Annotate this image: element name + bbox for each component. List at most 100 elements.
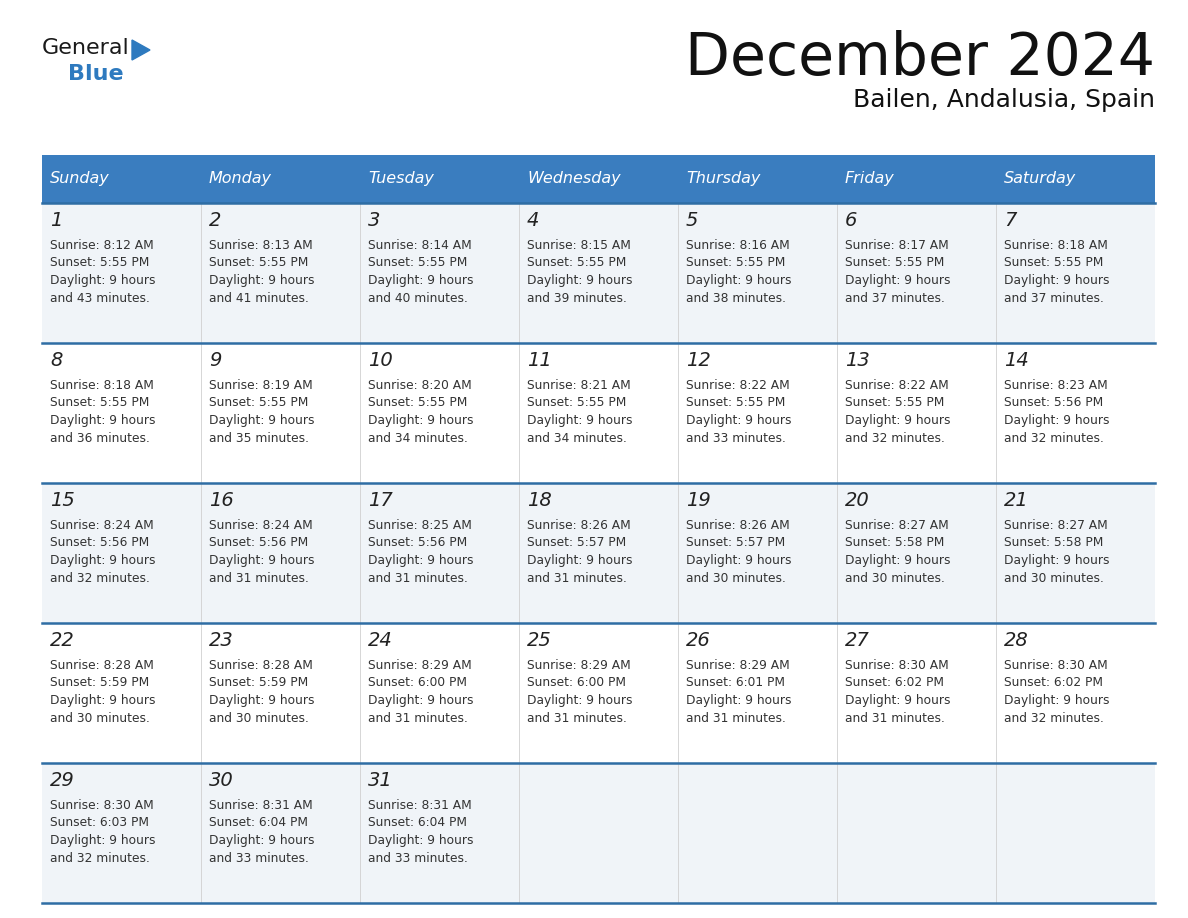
Text: Wednesday: Wednesday bbox=[527, 172, 620, 186]
Text: Sunrise: 8:16 AM: Sunrise: 8:16 AM bbox=[685, 239, 790, 252]
Text: Daylight: 9 hours: Daylight: 9 hours bbox=[845, 414, 950, 427]
Text: Sunset: 5:56 PM: Sunset: 5:56 PM bbox=[50, 536, 150, 550]
Bar bbox=[42, 203, 1155, 343]
Text: Sunday: Sunday bbox=[50, 172, 109, 186]
Text: Daylight: 9 hours: Daylight: 9 hours bbox=[368, 694, 474, 707]
Text: Sunrise: 8:18 AM: Sunrise: 8:18 AM bbox=[50, 379, 154, 392]
Text: 20: 20 bbox=[845, 491, 870, 510]
Text: Sunset: 5:58 PM: Sunset: 5:58 PM bbox=[845, 536, 944, 550]
Text: Sunset: 5:56 PM: Sunset: 5:56 PM bbox=[1004, 397, 1104, 409]
Text: Daylight: 9 hours: Daylight: 9 hours bbox=[209, 554, 315, 567]
Text: Sunset: 5:56 PM: Sunset: 5:56 PM bbox=[368, 536, 467, 550]
Text: 27: 27 bbox=[845, 631, 870, 650]
Text: Sunrise: 8:24 AM: Sunrise: 8:24 AM bbox=[50, 519, 153, 532]
Text: Sunrise: 8:30 AM: Sunrise: 8:30 AM bbox=[50, 799, 153, 812]
Text: Sunrise: 8:14 AM: Sunrise: 8:14 AM bbox=[368, 239, 472, 252]
Text: and 32 minutes.: and 32 minutes. bbox=[50, 572, 150, 585]
Text: Sunset: 5:56 PM: Sunset: 5:56 PM bbox=[209, 536, 308, 550]
Text: Daylight: 9 hours: Daylight: 9 hours bbox=[209, 694, 315, 707]
Text: General: General bbox=[42, 38, 129, 58]
Text: Sunset: 5:57 PM: Sunset: 5:57 PM bbox=[527, 536, 626, 550]
Text: 17: 17 bbox=[368, 491, 393, 510]
Text: Daylight: 9 hours: Daylight: 9 hours bbox=[209, 414, 315, 427]
Text: Sunrise: 8:31 AM: Sunrise: 8:31 AM bbox=[209, 799, 312, 812]
Text: 13: 13 bbox=[845, 351, 870, 370]
Text: 6: 6 bbox=[845, 211, 858, 230]
Bar bbox=[201, 155, 360, 203]
Text: and 31 minutes.: and 31 minutes. bbox=[209, 572, 309, 585]
Text: 11: 11 bbox=[527, 351, 551, 370]
Text: Sunrise: 8:28 AM: Sunrise: 8:28 AM bbox=[209, 659, 312, 672]
Text: Sunset: 5:55 PM: Sunset: 5:55 PM bbox=[845, 397, 944, 409]
Text: Daylight: 9 hours: Daylight: 9 hours bbox=[1004, 554, 1110, 567]
Text: Sunrise: 8:23 AM: Sunrise: 8:23 AM bbox=[1004, 379, 1107, 392]
Text: Sunrise: 8:26 AM: Sunrise: 8:26 AM bbox=[685, 519, 790, 532]
Text: Sunrise: 8:15 AM: Sunrise: 8:15 AM bbox=[527, 239, 631, 252]
Text: Sunset: 6:01 PM: Sunset: 6:01 PM bbox=[685, 677, 785, 689]
Text: and 35 minutes.: and 35 minutes. bbox=[209, 431, 309, 444]
Text: Sunset: 5:55 PM: Sunset: 5:55 PM bbox=[209, 397, 309, 409]
Text: Sunrise: 8:27 AM: Sunrise: 8:27 AM bbox=[845, 519, 949, 532]
Text: Daylight: 9 hours: Daylight: 9 hours bbox=[209, 274, 315, 287]
Text: 21: 21 bbox=[1004, 491, 1029, 510]
Bar bbox=[42, 763, 1155, 903]
Text: and 30 minutes.: and 30 minutes. bbox=[209, 711, 309, 724]
Text: Sunset: 5:55 PM: Sunset: 5:55 PM bbox=[1004, 256, 1104, 270]
Text: 5: 5 bbox=[685, 211, 699, 230]
Text: Sunrise: 8:29 AM: Sunrise: 8:29 AM bbox=[527, 659, 631, 672]
Text: Sunset: 5:55 PM: Sunset: 5:55 PM bbox=[368, 256, 467, 270]
Text: and 38 minutes.: and 38 minutes. bbox=[685, 292, 786, 305]
Text: 18: 18 bbox=[527, 491, 551, 510]
Bar bbox=[42, 623, 1155, 763]
Text: 23: 23 bbox=[209, 631, 234, 650]
Text: and 31 minutes.: and 31 minutes. bbox=[368, 572, 468, 585]
Text: and 32 minutes.: and 32 minutes. bbox=[1004, 711, 1104, 724]
Text: and 39 minutes.: and 39 minutes. bbox=[527, 292, 627, 305]
Text: and 43 minutes.: and 43 minutes. bbox=[50, 292, 150, 305]
Text: Sunrise: 8:26 AM: Sunrise: 8:26 AM bbox=[527, 519, 631, 532]
Text: Sunrise: 8:28 AM: Sunrise: 8:28 AM bbox=[50, 659, 154, 672]
Text: and 40 minutes.: and 40 minutes. bbox=[368, 292, 468, 305]
Text: Sunrise: 8:21 AM: Sunrise: 8:21 AM bbox=[527, 379, 631, 392]
Bar bbox=[996, 155, 1155, 203]
Text: Thursday: Thursday bbox=[685, 172, 760, 186]
Text: and 32 minutes.: and 32 minutes. bbox=[845, 431, 944, 444]
Text: Sunset: 6:02 PM: Sunset: 6:02 PM bbox=[1004, 677, 1102, 689]
Text: Sunset: 5:55 PM: Sunset: 5:55 PM bbox=[845, 256, 944, 270]
Text: Daylight: 9 hours: Daylight: 9 hours bbox=[368, 834, 474, 847]
Text: Friday: Friday bbox=[845, 172, 895, 186]
Text: 8: 8 bbox=[50, 351, 63, 370]
Text: Sunset: 5:55 PM: Sunset: 5:55 PM bbox=[685, 256, 785, 270]
Text: 2: 2 bbox=[209, 211, 221, 230]
Bar bbox=[838, 155, 996, 203]
Text: and 31 minutes.: and 31 minutes. bbox=[368, 711, 468, 724]
Text: Sunset: 5:55 PM: Sunset: 5:55 PM bbox=[685, 397, 785, 409]
Text: December 2024: December 2024 bbox=[685, 30, 1155, 87]
Text: Tuesday: Tuesday bbox=[368, 172, 434, 186]
Text: and 33 minutes.: and 33 minutes. bbox=[368, 852, 468, 865]
Text: Monday: Monday bbox=[209, 172, 272, 186]
Text: Sunrise: 8:24 AM: Sunrise: 8:24 AM bbox=[209, 519, 312, 532]
Text: and 31 minutes.: and 31 minutes. bbox=[685, 711, 786, 724]
Text: 24: 24 bbox=[368, 631, 393, 650]
Text: 19: 19 bbox=[685, 491, 710, 510]
Text: Daylight: 9 hours: Daylight: 9 hours bbox=[685, 694, 791, 707]
Text: and 33 minutes.: and 33 minutes. bbox=[209, 852, 309, 865]
Text: Daylight: 9 hours: Daylight: 9 hours bbox=[527, 414, 632, 427]
Text: Bailen, Andalusia, Spain: Bailen, Andalusia, Spain bbox=[853, 88, 1155, 112]
Text: Daylight: 9 hours: Daylight: 9 hours bbox=[368, 414, 474, 427]
Text: 31: 31 bbox=[368, 771, 393, 790]
Bar bbox=[42, 343, 1155, 483]
Text: Daylight: 9 hours: Daylight: 9 hours bbox=[685, 414, 791, 427]
Text: and 32 minutes.: and 32 minutes. bbox=[1004, 431, 1104, 444]
Text: Daylight: 9 hours: Daylight: 9 hours bbox=[50, 554, 156, 567]
Text: 7: 7 bbox=[1004, 211, 1017, 230]
Text: Sunrise: 8:29 AM: Sunrise: 8:29 AM bbox=[685, 659, 790, 672]
Text: Daylight: 9 hours: Daylight: 9 hours bbox=[50, 694, 156, 707]
Text: Daylight: 9 hours: Daylight: 9 hours bbox=[845, 274, 950, 287]
Text: Sunset: 5:59 PM: Sunset: 5:59 PM bbox=[50, 677, 150, 689]
Text: and 33 minutes.: and 33 minutes. bbox=[685, 431, 786, 444]
Text: Sunrise: 8:19 AM: Sunrise: 8:19 AM bbox=[209, 379, 312, 392]
Bar bbox=[519, 155, 678, 203]
Text: Sunrise: 8:20 AM: Sunrise: 8:20 AM bbox=[368, 379, 472, 392]
